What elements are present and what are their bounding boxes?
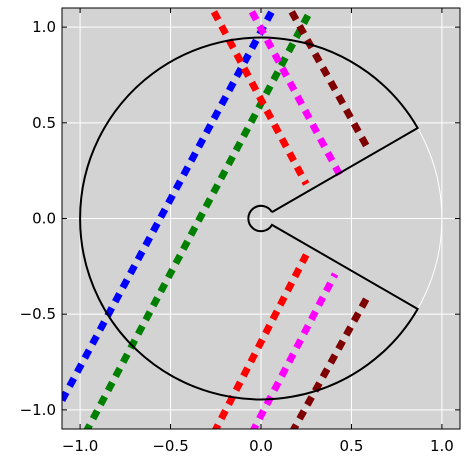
y-tick-label: 0.5 [32,114,56,132]
series-line-4 [289,291,373,429]
axis-ticks: −1.0 −0.5 0.0 0.5 1.0 1.0 0.5 0.0 −0.5 −1.0 [20,8,460,455]
series-line-2 [212,253,310,429]
y-tick-label: −1.0 [20,401,56,419]
x-tick-label: 0.5 [340,437,364,455]
series-line-0 [62,8,277,402]
y-tick-label: −0.5 [20,305,56,323]
y-tick-label: 1.0 [32,18,56,36]
x-tick-label: −1.0 [62,437,98,455]
series-line-3 [250,272,339,429]
x-tick-label: −0.5 [152,437,188,455]
series-line-4 [288,10,373,154]
x-tick-label: 0.0 [249,437,273,455]
y-tick-label: 0.0 [32,210,56,228]
pacman-outline [79,36,420,401]
x-tick-label: 1.0 [430,437,454,455]
